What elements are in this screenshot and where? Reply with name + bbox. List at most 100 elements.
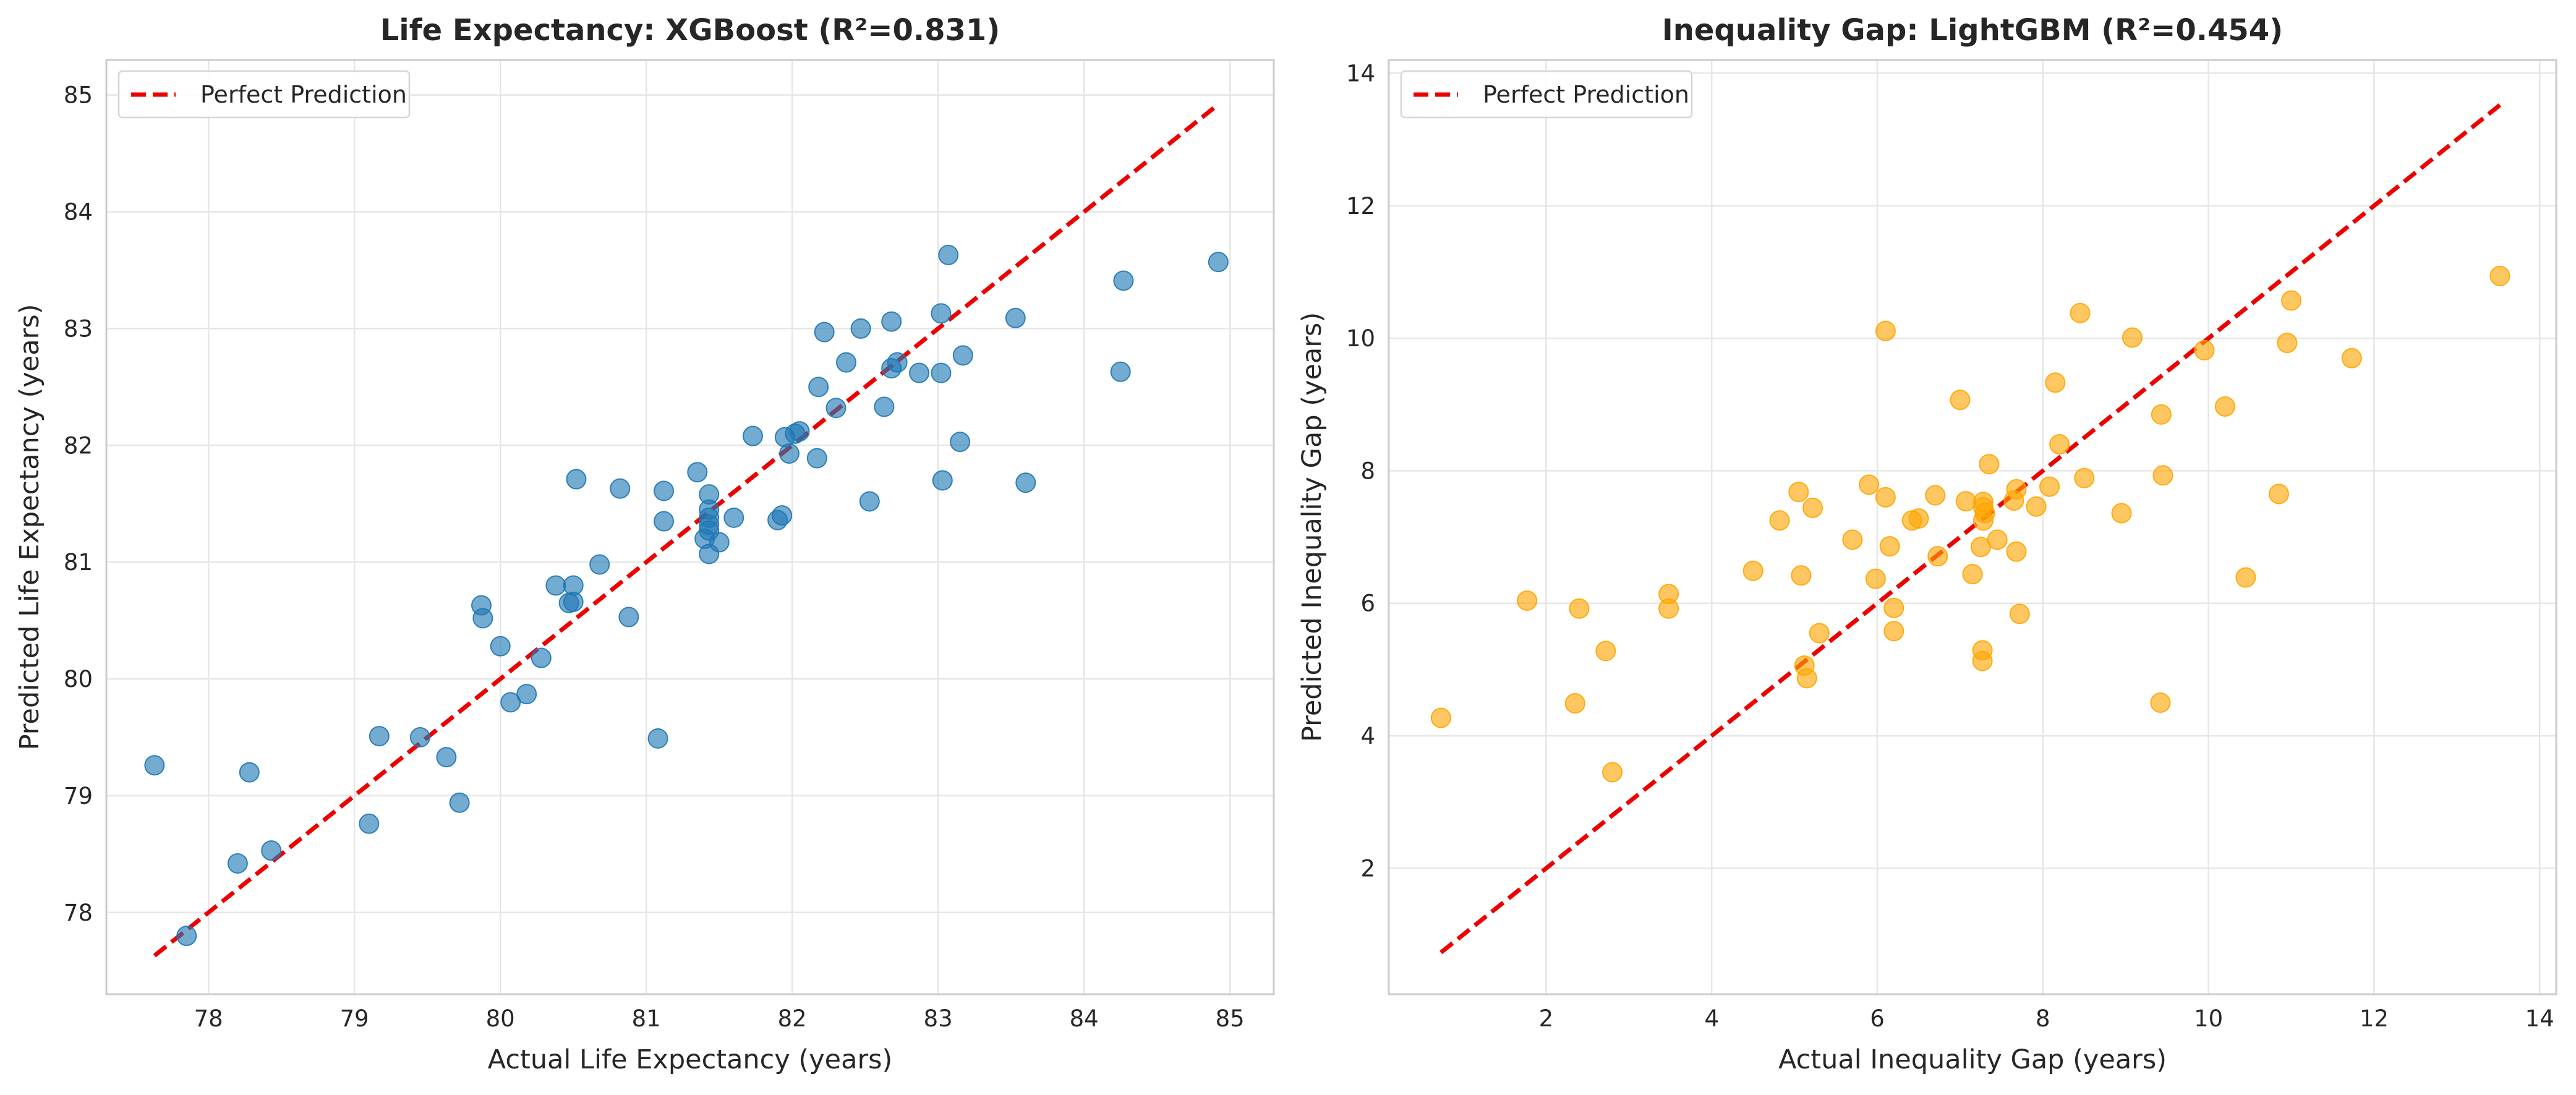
- y-tick-label: 79: [64, 783, 93, 809]
- data-point: [589, 554, 610, 575]
- y-tick-label: 12: [1346, 193, 1375, 219]
- data-point: [881, 311, 902, 332]
- data-point: [1110, 361, 1131, 382]
- data-point: [261, 840, 282, 861]
- data-point: [1208, 252, 1229, 273]
- data-point: [654, 511, 675, 532]
- x-tick-label: 80: [486, 1005, 515, 1032]
- data-point: [2277, 333, 2298, 354]
- legend-label-perfect-prediction: Perfect Prediction: [1483, 81, 1689, 108]
- data-point: [2074, 467, 2095, 488]
- x-tick-label: 2: [1539, 1005, 1554, 1032]
- data-point: [2049, 434, 2070, 455]
- data-point: [449, 792, 470, 813]
- x-tick-label: 14: [2525, 1005, 2554, 1032]
- y-tick-label: 8: [1360, 458, 1375, 484]
- x-tick-label: 81: [632, 1005, 661, 1032]
- data-point: [176, 926, 197, 947]
- data-point: [1842, 529, 1863, 550]
- data-point: [490, 636, 511, 657]
- data-point: [1788, 482, 1809, 503]
- data-point: [806, 448, 827, 469]
- x-tick-label: 84: [1070, 1005, 1099, 1032]
- data-point: [2268, 484, 2289, 505]
- chart-title: Life Expectancy: XGBoost (R²=0.831): [380, 13, 1000, 48]
- x-axis-label: Actual Inequality Gap (years): [1778, 1044, 2167, 1075]
- data-point: [409, 726, 430, 748]
- data-point: [1972, 650, 1993, 671]
- x-tick-label: 4: [1704, 1005, 1719, 1032]
- data-point: [1927, 546, 1948, 567]
- inequality-gap-panel: 2 4 6 8 10 12 14 2 4 6 8 10 12 14 Inequality Gap: Li…: [1297, 13, 2557, 1075]
- x-tick-label: 12: [2360, 1005, 2389, 1032]
- data-point: [1517, 590, 1538, 611]
- data-point: [369, 726, 390, 747]
- data-point: [1595, 641, 1616, 662]
- data-point: [932, 470, 953, 491]
- data-point: [952, 345, 973, 366]
- x-tick-label: 78: [194, 1005, 223, 1032]
- perfect-prediction-line: [1439, 103, 2502, 955]
- y-tick-label: 4: [1360, 723, 1375, 749]
- x-tick-label: 82: [778, 1005, 807, 1032]
- y-tick-label: 14: [1346, 60, 1375, 87]
- data-point: [2039, 476, 2060, 497]
- y-tick-label: 82: [64, 432, 93, 459]
- x-tick-label: 83: [924, 1005, 953, 1032]
- data-point: [1564, 693, 1585, 714]
- data-point: [1925, 485, 1946, 506]
- perfect-prediction-line: [153, 103, 1220, 958]
- data-point: [2070, 302, 2091, 323]
- data-point: [227, 853, 248, 874]
- data-point: [1796, 668, 1817, 689]
- data-point: [2045, 372, 2066, 393]
- data-point: [2150, 692, 2171, 713]
- data-point: [1802, 497, 1823, 518]
- data-point: [859, 491, 880, 512]
- data-point: [874, 396, 895, 417]
- data-point: [545, 575, 566, 596]
- data-point: [1809, 623, 1830, 644]
- data-point: [836, 352, 857, 373]
- data-point: [1875, 487, 1896, 508]
- data-point: [359, 813, 380, 834]
- data-point: [1908, 508, 1929, 529]
- data-point: [1430, 707, 1451, 728]
- y-tick-label: 78: [64, 900, 93, 926]
- data-point: [687, 462, 708, 483]
- y-axis-label: Predicted Life Expectancy (years): [14, 304, 45, 751]
- data-point: [1569, 598, 1590, 619]
- data-point: [2489, 265, 2510, 286]
- data-point: [2194, 339, 2215, 360]
- legend-box: [117, 70, 411, 119]
- data-point: [814, 322, 835, 343]
- legend-box: [1400, 70, 1693, 119]
- data-point: [1658, 598, 1679, 619]
- data-point: [2122, 327, 2143, 348]
- data-point: [472, 608, 493, 629]
- data-point: [931, 362, 952, 383]
- data-point: [850, 318, 871, 339]
- y-axis-label: Predicted Inequality Gap (years): [1297, 312, 1328, 742]
- data-point: [723, 507, 744, 528]
- data-point: [1859, 474, 1880, 495]
- plot-frame: [105, 59, 1275, 995]
- legend: Perfect Prediction: [117, 70, 411, 119]
- data-point: [778, 443, 800, 464]
- data-point: [1979, 454, 2000, 475]
- data-point: [2214, 396, 2235, 417]
- data-point: [566, 469, 587, 490]
- data-point: [1987, 529, 2008, 550]
- data-point: [909, 362, 930, 383]
- x-tick-label: 10: [2194, 1005, 2223, 1032]
- y-tick-label: 81: [64, 549, 93, 576]
- data-point: [436, 747, 457, 768]
- data-point: [825, 398, 847, 419]
- data-point: [1113, 270, 1134, 291]
- data-point: [1005, 307, 1026, 328]
- y-tick-label: 2: [1360, 855, 1375, 882]
- x-tick-label: 85: [1216, 1005, 1245, 1032]
- data-point: [808, 377, 829, 398]
- y-tick-label: 6: [1360, 590, 1375, 617]
- data-point: [531, 647, 552, 668]
